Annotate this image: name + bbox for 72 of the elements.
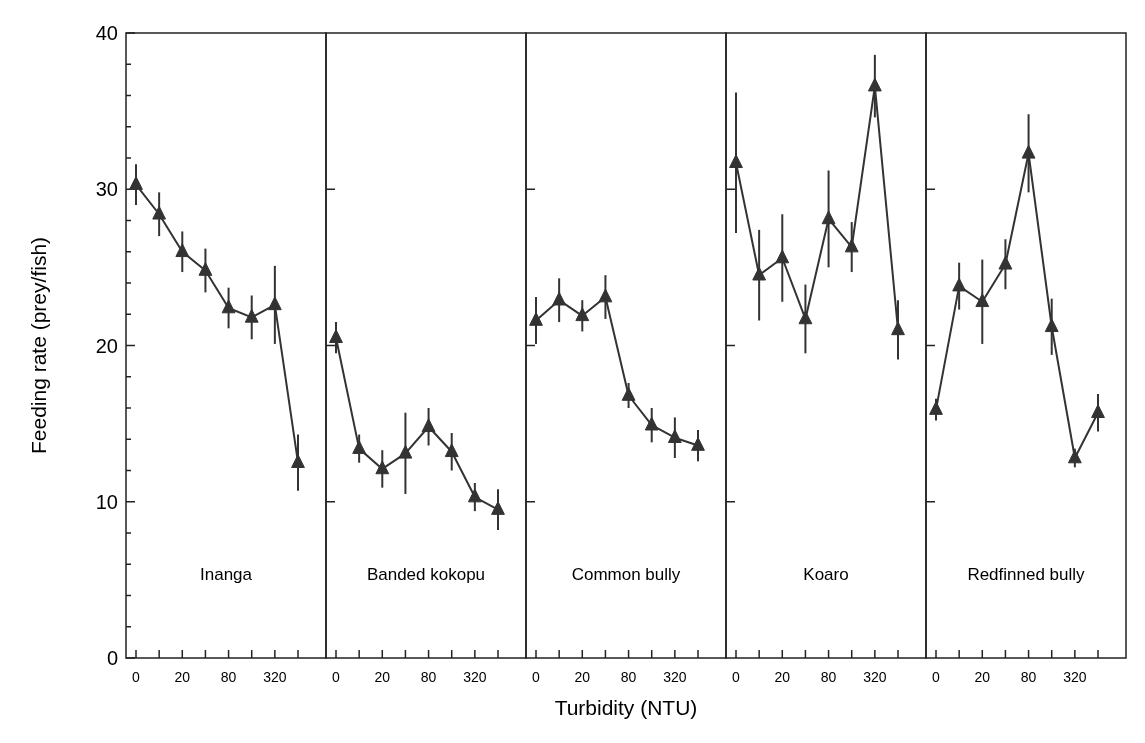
x-tick-label: 0: [732, 669, 741, 685]
annotation: Redfinned bully: [967, 565, 1086, 584]
x-tick-label: 20: [774, 669, 791, 685]
x-tick-label: 20: [974, 669, 991, 685]
point: [667, 429, 682, 443]
point: [998, 255, 1013, 270]
y-tick-label: 0: [106, 647, 118, 669]
point: [467, 488, 482, 503]
y-tick-label: 10: [95, 490, 118, 513]
point: [798, 310, 813, 325]
point: [575, 307, 590, 322]
x-tick-label: 80: [220, 669, 237, 685]
point: [929, 401, 943, 415]
x-axis-title: Turbidity (NTU): [554, 696, 698, 719]
x-tick-label: 20: [174, 669, 191, 685]
x-tick-label: 320: [463, 669, 487, 685]
point: [867, 77, 882, 92]
point: [291, 454, 305, 468]
annotation: Common bully: [571, 565, 681, 584]
y-tick-label: 40: [95, 22, 118, 44]
y-tick-label: 20: [95, 334, 118, 357]
point: [952, 277, 967, 292]
x-tick-label: 320: [663, 669, 687, 685]
point: [267, 296, 282, 311]
point: [221, 299, 236, 314]
point: [1044, 318, 1059, 333]
x-tick-label: 0: [332, 669, 341, 685]
point: [198, 262, 213, 276]
point: [398, 444, 413, 459]
point: [621, 387, 636, 401]
y-tick-label: 30: [95, 178, 118, 201]
point: [444, 443, 459, 458]
x-tick-label: 320: [1063, 669, 1087, 685]
x-tick-label: 80: [420, 669, 437, 685]
x-tick-label: 80: [1020, 669, 1037, 685]
point: [529, 312, 543, 326]
point: [421, 418, 436, 433]
point: [375, 460, 390, 475]
point: [491, 501, 505, 515]
point: [552, 291, 567, 306]
point: [844, 238, 859, 253]
point: [129, 176, 143, 190]
point: [175, 243, 190, 258]
x-tick-label: 0: [932, 669, 941, 685]
point: [891, 321, 905, 336]
x-tick-label: 0: [532, 669, 541, 685]
point: [352, 440, 367, 454]
point: [152, 205, 167, 220]
x-tick-label: 80: [620, 669, 637, 685]
point: [644, 416, 659, 431]
point: [729, 154, 743, 168]
annotation: Banded kokopu: [366, 565, 486, 584]
x-tick-label: 0: [132, 669, 141, 685]
x-tick-label: 320: [863, 669, 887, 685]
point: [329, 329, 343, 343]
point: [1021, 144, 1036, 159]
x-tick-label: 80: [820, 669, 837, 685]
point: [775, 249, 790, 264]
x-tick-label: 320: [263, 669, 287, 685]
annotation: Koaro: [803, 565, 849, 584]
y-axis-title: Feeding rate (prey/fish): [27, 236, 50, 455]
x-tick-label: 20: [374, 669, 391, 685]
annotation: Inanga: [200, 565, 253, 584]
point: [821, 210, 836, 225]
point: [1091, 404, 1105, 418]
point: [1067, 449, 1082, 464]
point: [691, 437, 705, 451]
point: [244, 308, 259, 323]
point: [975, 293, 990, 308]
point: [598, 288, 613, 303]
point: [752, 266, 767, 281]
x-tick-label: 20: [574, 669, 591, 685]
